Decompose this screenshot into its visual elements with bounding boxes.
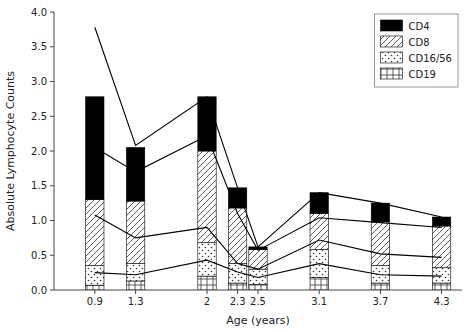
bar-segment [198, 97, 216, 151]
legend-label: CD4 [408, 21, 429, 32]
band-line [95, 136, 442, 251]
bar-segment [310, 277, 328, 290]
legend-label: CD16/56 [408, 53, 452, 64]
x-tick-label: 2 [204, 296, 210, 307]
y-tick [50, 185, 54, 186]
chart: 0.0 0.5 1.0 1.5 2.0 2.5 3.0 3.5 4.0 0.9 1.3 2 2.3 2.5… [0, 0, 474, 332]
x-axis-label: Age (years) [226, 314, 290, 327]
y-tick-label: 1.5 [31, 180, 47, 191]
band-line [95, 215, 442, 269]
x-tick-label: 1.3 [128, 296, 144, 307]
y-tick-label: 2.5 [31, 111, 47, 122]
y-tick-label: 4.0 [31, 7, 47, 18]
legend-label: CD8 [408, 37, 429, 48]
bar-segment [432, 226, 450, 268]
bar-segment [86, 97, 104, 200]
bar-segment [198, 243, 216, 276]
legend-frame [374, 14, 458, 87]
y-axis-label: Absolute Lymphocyte Counts [4, 71, 17, 231]
bar-segment [126, 264, 144, 281]
bar-segment [371, 283, 389, 290]
x-tick [94, 290, 95, 294]
bar-segment [371, 222, 389, 266]
y-tick-label: 0.5 [31, 250, 47, 261]
bar-segment [198, 151, 216, 243]
x-tick-label: 2.5 [250, 296, 266, 307]
bar-segment [249, 269, 267, 284]
band-line [95, 260, 442, 277]
bar-segment [310, 193, 328, 214]
legend-swatch [380, 20, 402, 31]
x-tick [207, 290, 208, 294]
x-tick [380, 290, 381, 294]
band-line [95, 27, 442, 247]
bar-segment [249, 284, 267, 290]
y-tick-label: 1.0 [31, 215, 47, 226]
x-tick [258, 290, 259, 294]
y-tick-label: 2.0 [31, 146, 47, 157]
legend-swatch [380, 36, 402, 47]
x-tick-label: 0.9 [87, 296, 103, 307]
bar-segment [126, 148, 144, 202]
y-tick-label: 0.0 [31, 285, 47, 296]
legend-swatch [380, 68, 402, 79]
y-tick [50, 81, 54, 82]
legend: CD4 CD8 CD16/56 CD19 [374, 14, 458, 87]
y-tick [50, 255, 54, 256]
y-tick-label: 3.0 [31, 76, 47, 87]
bar-segment [310, 214, 328, 250]
y-tick [50, 290, 54, 291]
x-tick-label: 2.3 [230, 296, 246, 307]
x-tick [441, 290, 442, 294]
y-tick [50, 220, 54, 221]
bar-segment [126, 281, 144, 290]
x-tick-label: 3.7 [372, 296, 388, 307]
bar-segment [371, 203, 389, 222]
y-tick [50, 151, 54, 152]
bar-segment [432, 217, 450, 226]
x-tick-label: 4.3 [434, 296, 450, 307]
bar-segment [228, 283, 246, 290]
x-tick-label: 3.1 [311, 296, 327, 307]
bar-segment [198, 276, 216, 290]
bar-segment [126, 201, 144, 264]
x-tick [237, 290, 238, 294]
y-tick [50, 116, 54, 117]
axes: 0.0 0.5 1.0 1.5 2.0 2.5 3.0 3.5 4.0 0.9 1.3 2 2.3 2.5… [31, 7, 462, 308]
bar-segment [86, 200, 104, 266]
bar-segment [86, 266, 104, 285]
x-tick [319, 290, 320, 294]
bar-segment [432, 283, 450, 290]
y-tick-label: 3.5 [31, 41, 47, 52]
bar-segment [86, 285, 104, 290]
legend-swatch [380, 52, 402, 63]
y-tick [50, 46, 54, 47]
x-tick [135, 290, 136, 294]
y-tick [50, 12, 54, 13]
legend-label: CD19 [408, 69, 435, 80]
